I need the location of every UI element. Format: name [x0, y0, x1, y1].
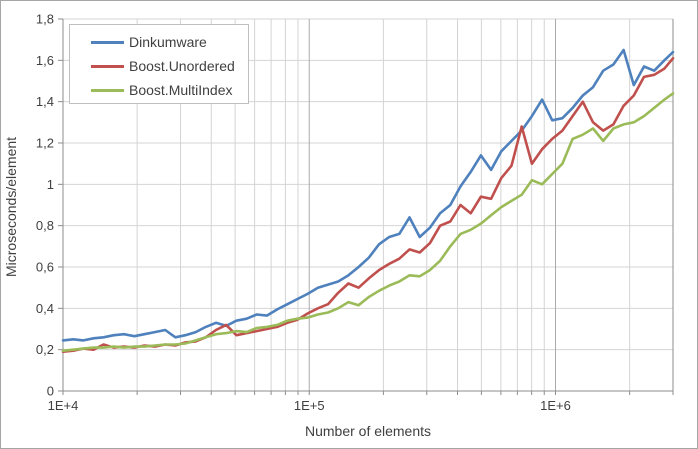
legend-line-swatch-dinkumware — [91, 40, 124, 44]
x-tick-label: 1E+6 — [540, 398, 571, 413]
y-tick-label: 1,4 — [36, 94, 54, 109]
x-tick-label: 1E+4 — [48, 398, 79, 413]
y-tick-label: 1 — [47, 177, 54, 192]
legend-item: Boost.MultiIndex — [70, 78, 248, 102]
series-line-boost-multiindex — [61, 92, 675, 353]
x-axis-title: Number of elements — [304, 423, 432, 439]
y-tick-label: 0,2 — [36, 342, 54, 357]
y-tick-label: 1,6 — [36, 53, 54, 68]
y-tick-label: 0,8 — [36, 218, 54, 233]
legend-line-swatch-boost-multiindex — [91, 88, 124, 92]
legend-line-swatch-boost-unordered — [91, 64, 124, 68]
legend-item: Dinkumware — [70, 30, 248, 54]
y-tick-label: 0 — [47, 384, 54, 399]
y-axis-title: Microseconds/element — [3, 136, 19, 278]
y-tick-label: 0,4 — [36, 301, 54, 316]
x-tick-label: 1E+5 — [294, 398, 325, 413]
series-line-dinkumware — [61, 48, 675, 342]
legend-label: Boost.MultiIndex — [129, 82, 233, 98]
y-tick-label: 0,6 — [36, 260, 54, 275]
legend: Dinkumware Boost.Unordered Boost.MultiIn… — [69, 24, 249, 104]
legend-label: Boost.Unordered — [129, 58, 235, 74]
y-tick-label: 1,2 — [36, 136, 54, 151]
legend-label: Dinkumware — [129, 34, 207, 50]
legend-item: Boost.Unordered — [70, 54, 248, 78]
y-tick-label: 1,8 — [36, 12, 54, 27]
